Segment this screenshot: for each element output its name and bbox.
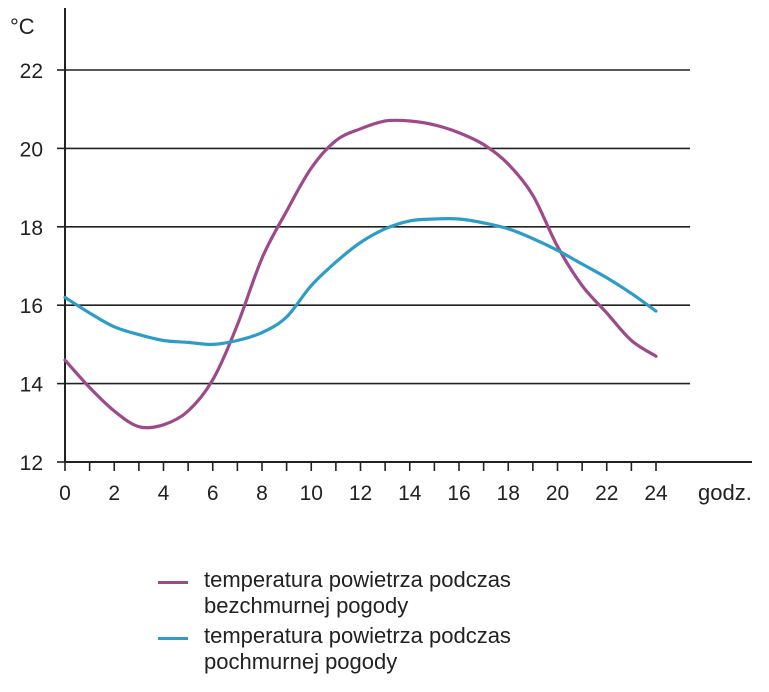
legend-swatch-cloudy xyxy=(158,637,188,640)
x-tick-label-2: 2 xyxy=(108,482,120,505)
x-tick-label-16: 16 xyxy=(447,482,470,505)
x-tick-label-22: 22 xyxy=(595,482,618,505)
y-tick-label-22: 22 xyxy=(20,60,43,83)
y-axis-unit: °C xyxy=(10,14,35,39)
series-line-cloudy-weather xyxy=(63,216,658,347)
x-tick-label-14: 14 xyxy=(398,482,422,505)
series-line-clear-weather xyxy=(63,118,658,430)
legend-swatch-clear xyxy=(158,581,188,584)
x-tick-label-4: 4 xyxy=(158,482,170,505)
legend-label-clear: temperatura powietrza podczas bezchmurne… xyxy=(204,567,511,618)
x-tick-label-20: 20 xyxy=(546,482,569,505)
x-tick-label-6: 6 xyxy=(207,482,219,505)
x-axis-unit: godz. xyxy=(698,480,752,505)
series-lines xyxy=(63,118,658,430)
y-tick-label-14: 14 xyxy=(20,374,44,397)
x-tick-label-24: 24 xyxy=(644,482,668,505)
y-tick-label-16: 16 xyxy=(20,295,43,318)
legend-item-clear-weather: temperatura powietrza podczas bezchmurne… xyxy=(158,567,624,619)
legend: temperatura powietrza podczas bezchmurne… xyxy=(158,567,624,679)
x-tick-label-0: 0 xyxy=(59,482,71,505)
axes xyxy=(57,8,752,471)
legend-item-cloudy-weather: temperatura powietrza podczas pochmurnej… xyxy=(158,623,624,675)
x-tick-label-12: 12 xyxy=(349,482,372,505)
gridlines xyxy=(65,69,690,385)
y-tick-label-20: 20 xyxy=(20,138,43,161)
x-tick-label-8: 8 xyxy=(256,482,268,505)
x-tick-label-10: 10 xyxy=(300,482,323,505)
x-tick-label-18: 18 xyxy=(497,482,520,505)
y-tick-label-12: 12 xyxy=(20,452,43,475)
legend-label-cloudy: temperatura powietrza podczas pochmurnej… xyxy=(204,623,511,674)
y-tick-label-18: 18 xyxy=(20,217,43,240)
